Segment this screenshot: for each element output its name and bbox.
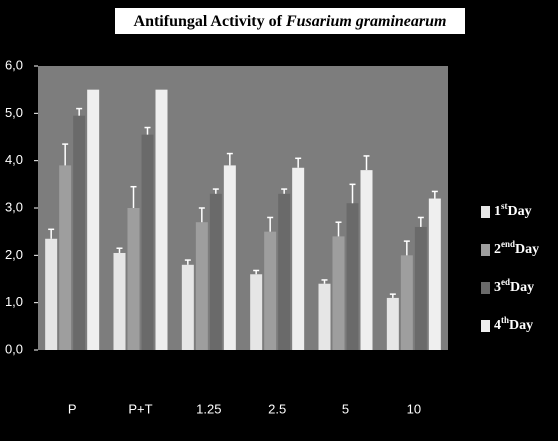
bar xyxy=(209,193,222,350)
bar xyxy=(223,165,236,350)
bar xyxy=(250,274,263,350)
legend-swatch xyxy=(481,320,490,332)
bar xyxy=(400,255,413,350)
bar xyxy=(414,226,427,350)
legend-swatch xyxy=(481,244,490,256)
x-tick-label: P xyxy=(68,401,77,416)
legend-label: 3edDay xyxy=(494,277,534,295)
y-tick-label: 4,0 xyxy=(5,152,23,167)
bar xyxy=(360,170,373,350)
y-tick-label: 1,0 xyxy=(5,294,23,309)
x-tick-label: 1.25 xyxy=(196,401,221,416)
bar xyxy=(73,115,86,350)
y-tick-label: 3,0 xyxy=(5,199,23,214)
chart-title: Antifungal Activity of Fusarium graminea… xyxy=(134,13,447,30)
y-tick-label: 5,0 xyxy=(5,105,23,120)
y-tick-label: 6,0 xyxy=(5,57,23,72)
y-tick-label: 0,0 xyxy=(5,341,23,356)
x-tick-label: 10 xyxy=(407,401,421,416)
bar xyxy=(59,165,72,350)
x-tick-label: P+T xyxy=(128,401,152,416)
bar xyxy=(264,231,277,350)
bar xyxy=(332,236,345,350)
bar xyxy=(292,167,305,350)
bar xyxy=(181,264,194,350)
bar xyxy=(386,297,399,350)
y-tick-label: 2,0 xyxy=(5,247,23,262)
bar xyxy=(155,89,168,351)
bar xyxy=(113,252,126,350)
legend-label: 2endDay xyxy=(494,239,539,257)
bar xyxy=(141,134,154,350)
legend-swatch xyxy=(481,206,490,218)
bar xyxy=(87,89,100,351)
legend-label: 1stDay xyxy=(494,201,532,219)
bar xyxy=(127,208,140,350)
legend-label: 4thDay xyxy=(494,315,533,333)
title-box xyxy=(115,8,465,34)
bar xyxy=(195,222,208,350)
x-tick-label: 2.5 xyxy=(268,401,286,416)
legend-swatch xyxy=(481,282,490,294)
bar xyxy=(278,193,291,350)
bar xyxy=(45,238,58,350)
bar xyxy=(428,198,441,350)
plot-area xyxy=(38,66,448,350)
x-tick-label: 5 xyxy=(342,401,349,416)
bar xyxy=(318,283,331,350)
bar xyxy=(346,203,359,350)
